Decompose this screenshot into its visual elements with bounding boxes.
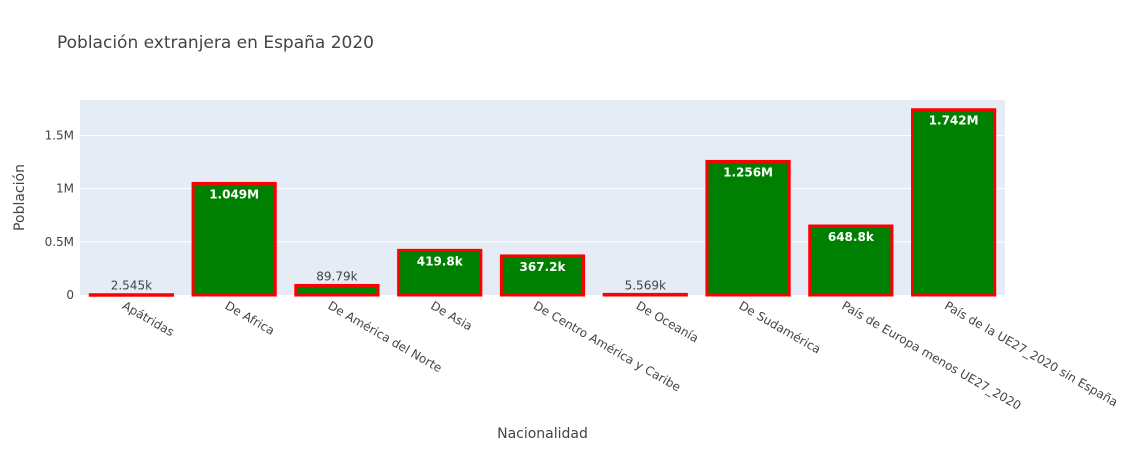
x-axis-ticks: Apátridas De Africa De América del NorteDe… (120, 298, 1120, 412)
data-label: 1.049M (209, 187, 259, 201)
bar (808, 224, 894, 297)
x-tick-label: De Asia (428, 298, 474, 333)
data-label: 5.569k (625, 278, 666, 292)
x-tick-label: De América del Norte (325, 298, 444, 375)
bar (88, 293, 174, 297)
bar (499, 254, 586, 297)
y-tick-label: 0.5M (45, 235, 74, 249)
data-label: 2.545k (111, 279, 152, 293)
y-axis-ticks: 0 0.5M 1M 1.5M (45, 128, 74, 302)
bar (397, 248, 483, 297)
data-label: 419.8k (417, 254, 464, 268)
chart-title: Población extranjera en España 2020 (57, 33, 374, 53)
data-label: 648.8k (828, 230, 875, 244)
bar (911, 108, 997, 297)
x-tick-label: País de la UE27_2020 sin España (942, 298, 1120, 409)
y-tick-label: 1M (56, 182, 74, 196)
bar (294, 283, 380, 297)
bar (602, 292, 688, 297)
y-tick-label: 0 (66, 288, 74, 302)
x-axis-label: Nacionalidad (497, 426, 588, 442)
x-tick-label: De Sudamérica (737, 298, 824, 356)
x-tick-label: País de Europa menos UE27_2020 (839, 298, 1023, 412)
bar (191, 181, 277, 297)
x-tick-label: De Oceanía (634, 298, 701, 345)
data-labels-group: 2.545k 1.049M 89.79k 419.8k 367.2k 5.569k 1.25… (111, 114, 979, 293)
data-label: 89.79k (316, 269, 357, 283)
y-axis-label: Población (12, 164, 28, 231)
bar (705, 159, 791, 297)
data-label: 1.256M (723, 165, 773, 179)
y-tick-label: 1.5M (45, 128, 74, 142)
data-label: 1.742M (929, 114, 979, 128)
x-tick-label: Apátridas (120, 298, 177, 339)
bars-group (88, 108, 997, 297)
data-label: 367.2k (520, 260, 567, 274)
x-tick-label: De Africa (223, 298, 277, 337)
